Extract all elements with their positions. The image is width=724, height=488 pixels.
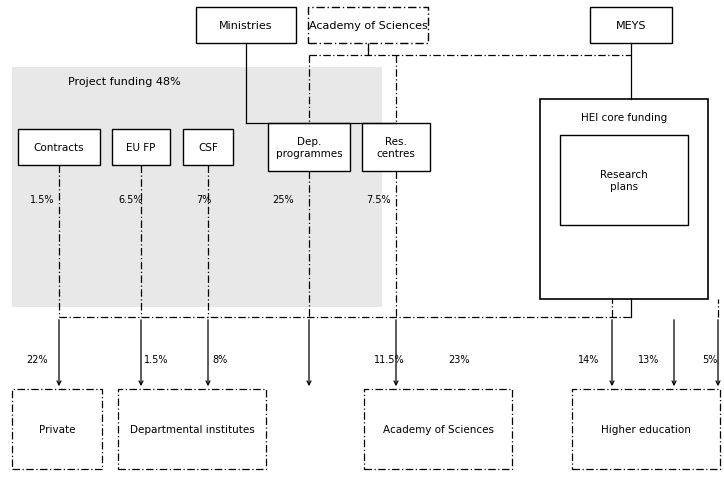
Bar bbox=[364, 389, 512, 469]
Text: Project funding 48%: Project funding 48% bbox=[68, 77, 181, 87]
Text: 7.5%: 7.5% bbox=[366, 195, 391, 204]
Bar bbox=[183, 130, 233, 165]
Text: Private: Private bbox=[39, 424, 75, 434]
Text: 1.5%: 1.5% bbox=[30, 195, 54, 204]
Text: EU FP: EU FP bbox=[126, 142, 156, 153]
Text: 5%: 5% bbox=[702, 354, 717, 364]
Text: Research
plans: Research plans bbox=[600, 170, 648, 191]
Text: 25%: 25% bbox=[272, 195, 294, 204]
Text: 1.5%: 1.5% bbox=[144, 354, 169, 364]
Text: 13%: 13% bbox=[638, 354, 660, 364]
Bar bbox=[196, 8, 296, 44]
Text: Higher education: Higher education bbox=[601, 424, 691, 434]
Text: 6.5%: 6.5% bbox=[118, 195, 143, 204]
Bar bbox=[308, 8, 428, 44]
Bar bbox=[540, 100, 708, 299]
Bar bbox=[572, 389, 720, 469]
Bar bbox=[362, 124, 430, 172]
Text: Academy of Sciences: Academy of Sciences bbox=[382, 424, 494, 434]
Text: Ministries: Ministries bbox=[219, 21, 273, 31]
Text: Dep.
programmes: Dep. programmes bbox=[276, 137, 342, 159]
Bar bbox=[118, 389, 266, 469]
Text: Contracts: Contracts bbox=[34, 142, 84, 153]
Text: Academy of Sciences: Academy of Sciences bbox=[308, 21, 427, 31]
Text: 14%: 14% bbox=[578, 354, 599, 364]
Bar bbox=[268, 124, 350, 172]
Bar bbox=[18, 130, 100, 165]
Text: 23%: 23% bbox=[448, 354, 469, 364]
Bar bbox=[12, 389, 102, 469]
Text: 8%: 8% bbox=[212, 354, 227, 364]
Bar bbox=[590, 8, 672, 44]
Text: 22%: 22% bbox=[26, 354, 48, 364]
Text: MEYS: MEYS bbox=[615, 21, 647, 31]
Text: HEI core funding: HEI core funding bbox=[581, 113, 667, 123]
Text: Res.
centres: Res. centres bbox=[376, 137, 416, 159]
Text: 11.5%: 11.5% bbox=[374, 354, 405, 364]
Bar bbox=[560, 136, 688, 225]
Text: 7%: 7% bbox=[196, 195, 211, 204]
Text: CSF: CSF bbox=[198, 142, 218, 153]
Bar bbox=[12, 68, 382, 307]
Text: Departmental institutes: Departmental institutes bbox=[130, 424, 254, 434]
Bar bbox=[112, 130, 170, 165]
